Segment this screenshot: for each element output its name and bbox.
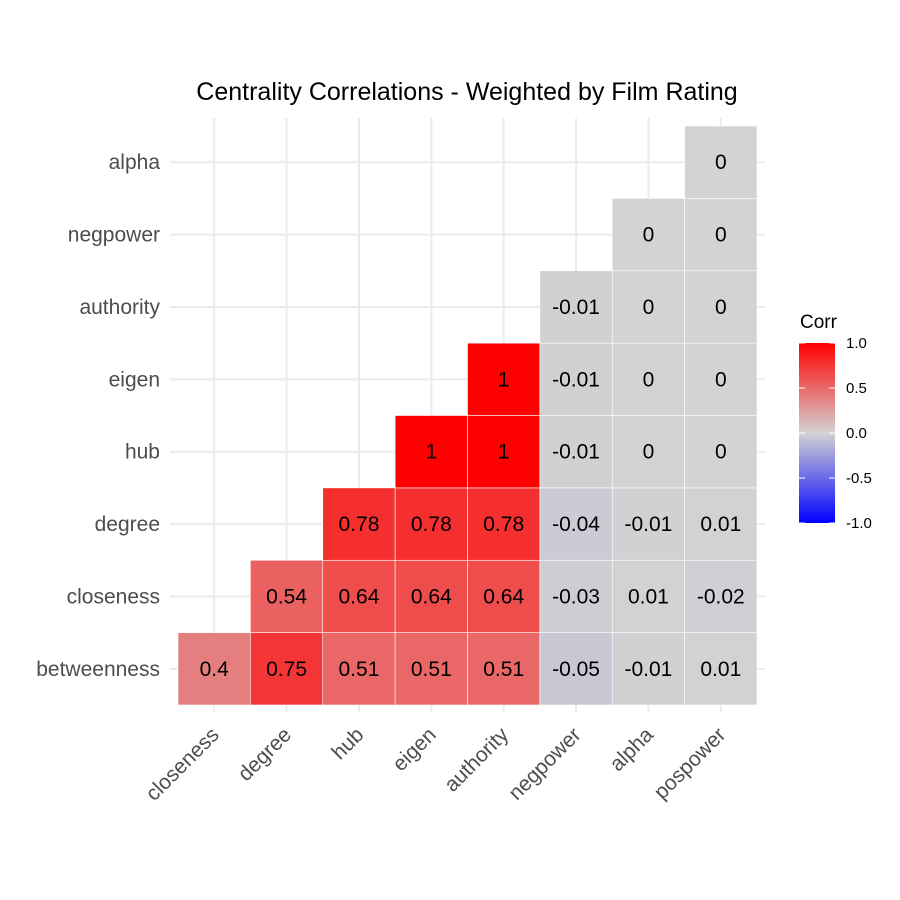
x-tick-label: eigen — [388, 723, 441, 776]
cell-value-label: 0.64 — [411, 585, 452, 608]
heatmap-cell — [322, 632, 396, 706]
cell-value-label: 1 — [425, 441, 437, 464]
cell-value-label: 0.64 — [339, 585, 380, 608]
heatmap-cell — [322, 559, 396, 633]
cell-value-label: 0 — [715, 151, 727, 174]
heatmap-cells: 0.4 0.75 0.51 0.51 0.51 -0.05 -0.01 0.01 0.54 0.6… — [177, 125, 758, 706]
heatmap-cell — [394, 415, 468, 489]
x-tick-label: authority — [440, 723, 514, 797]
cell-value-label: -0.01 — [625, 658, 673, 681]
heatmap-cell — [611, 559, 685, 633]
y-tick-label: negpower — [68, 224, 160, 247]
heatmap-cell — [467, 487, 541, 561]
cell-value-label: -0.04 — [552, 513, 600, 536]
heatmap-cell — [684, 487, 758, 561]
cell-value-label: 0 — [715, 296, 727, 319]
heatmap-cell — [250, 559, 324, 633]
y-tick-label: authority — [79, 296, 160, 319]
legend-title: Corr — [800, 312, 838, 333]
x-tick-label: degree — [234, 723, 297, 786]
heatmap-cell — [684, 342, 758, 416]
heatmap-cell — [684, 198, 758, 272]
cell-value-label: -0.01 — [552, 296, 600, 319]
heatmap-cell — [611, 487, 685, 561]
cell-value-label: -0.03 — [552, 585, 600, 608]
cell-value-label: 0.64 — [483, 585, 524, 608]
legend-tick-label: 1.0 — [846, 335, 867, 352]
x-tick-label: alpha — [605, 723, 658, 776]
heatmap-cell — [684, 632, 758, 706]
heatmap-cell — [684, 559, 758, 633]
cell-value-label: 0 — [715, 224, 727, 247]
cell-value-label: -0.01 — [625, 513, 673, 536]
y-tick-label: betweenness — [36, 658, 160, 681]
cell-value-label: -0.01 — [552, 368, 600, 391]
x-tick-label: hub — [327, 723, 368, 764]
cell-value-label: -0.01 — [552, 441, 600, 464]
y-tick-label: closeness — [67, 585, 160, 608]
y-axis-labels: betweenness closeness degree hub eigen author… — [36, 151, 160, 681]
heatmap-cell — [539, 487, 613, 561]
heatmap-cell — [539, 342, 613, 416]
cell-value-label: -0.05 — [552, 658, 600, 681]
legend: Corr 1.0 0.5 0.0 -0.5 -1.0 — [799, 312, 872, 532]
cell-value-label: 1 — [498, 441, 510, 464]
legend-tick-label: -1.0 — [846, 515, 872, 532]
heatmap-cell — [467, 415, 541, 489]
heatmap-cell — [250, 632, 324, 706]
heatmap-cell — [467, 632, 541, 706]
cell-value-label: 0.01 — [700, 658, 741, 681]
heatmap-cell — [684, 415, 758, 489]
y-tick-label: degree — [95, 513, 160, 536]
cell-value-label: 0 — [643, 296, 655, 319]
cell-value-label: 0.78 — [339, 513, 380, 536]
x-tick-label: closeness — [141, 723, 223, 805]
chart-title: Centrality Correlations - Weighted by Fi… — [196, 78, 737, 106]
heatmap-cell — [539, 270, 613, 344]
heatmap-cell — [611, 270, 685, 344]
heatmap-cell — [177, 632, 251, 706]
heatmap-cell — [467, 559, 541, 633]
cell-value-label: 0.01 — [700, 513, 741, 536]
cell-value-label: 0 — [715, 441, 727, 464]
heatmap-cell — [684, 125, 758, 199]
y-tick-label: eigen — [109, 368, 160, 391]
legend-ticks: 1.0 0.5 0.0 -0.5 -1.0 — [799, 335, 872, 532]
cell-value-label: 0.51 — [411, 658, 452, 681]
cell-value-label: 0 — [715, 368, 727, 391]
heatmap-cell — [394, 487, 468, 561]
cell-value-label: 0.51 — [339, 658, 380, 681]
cell-value-label: 0.51 — [483, 658, 524, 681]
x-tick-label: negpower — [504, 723, 585, 804]
cell-value-label: 0 — [643, 441, 655, 464]
cell-value-label: 0 — [643, 368, 655, 391]
cell-value-label: -0.02 — [697, 585, 745, 608]
heatmap-cell — [539, 632, 613, 706]
cell-value-label: 0.78 — [483, 513, 524, 536]
legend-tick-label: -0.5 — [846, 470, 872, 487]
heatmap-cell — [539, 559, 613, 633]
cell-value-label: 0.75 — [266, 658, 307, 681]
heatmap-cell — [611, 632, 685, 706]
cell-value-label: 1 — [498, 368, 510, 391]
cell-value-label: 0.78 — [411, 513, 452, 536]
heatmap-cell — [394, 559, 468, 633]
x-axis-labels: closeness degree hub eigen authoritynegpower… — [141, 723, 730, 806]
heatmap-cell — [467, 342, 541, 416]
x-tick-label: pospower — [650, 723, 731, 804]
legend-tick-label: 0.5 — [846, 380, 867, 397]
y-tick-label: hub — [125, 441, 160, 464]
legend-tick-label: 0.0 — [846, 425, 867, 442]
heatmap-cell — [394, 632, 468, 706]
y-tick-label: alpha — [109, 151, 161, 174]
heatmap-cell — [322, 487, 396, 561]
cell-value-label: 0.4 — [200, 658, 230, 681]
cell-value-label: 0.54 — [266, 585, 307, 608]
heatmap-cell — [611, 198, 685, 272]
cell-value-label: 0.01 — [628, 585, 669, 608]
cell-value-label: 0 — [643, 224, 655, 247]
